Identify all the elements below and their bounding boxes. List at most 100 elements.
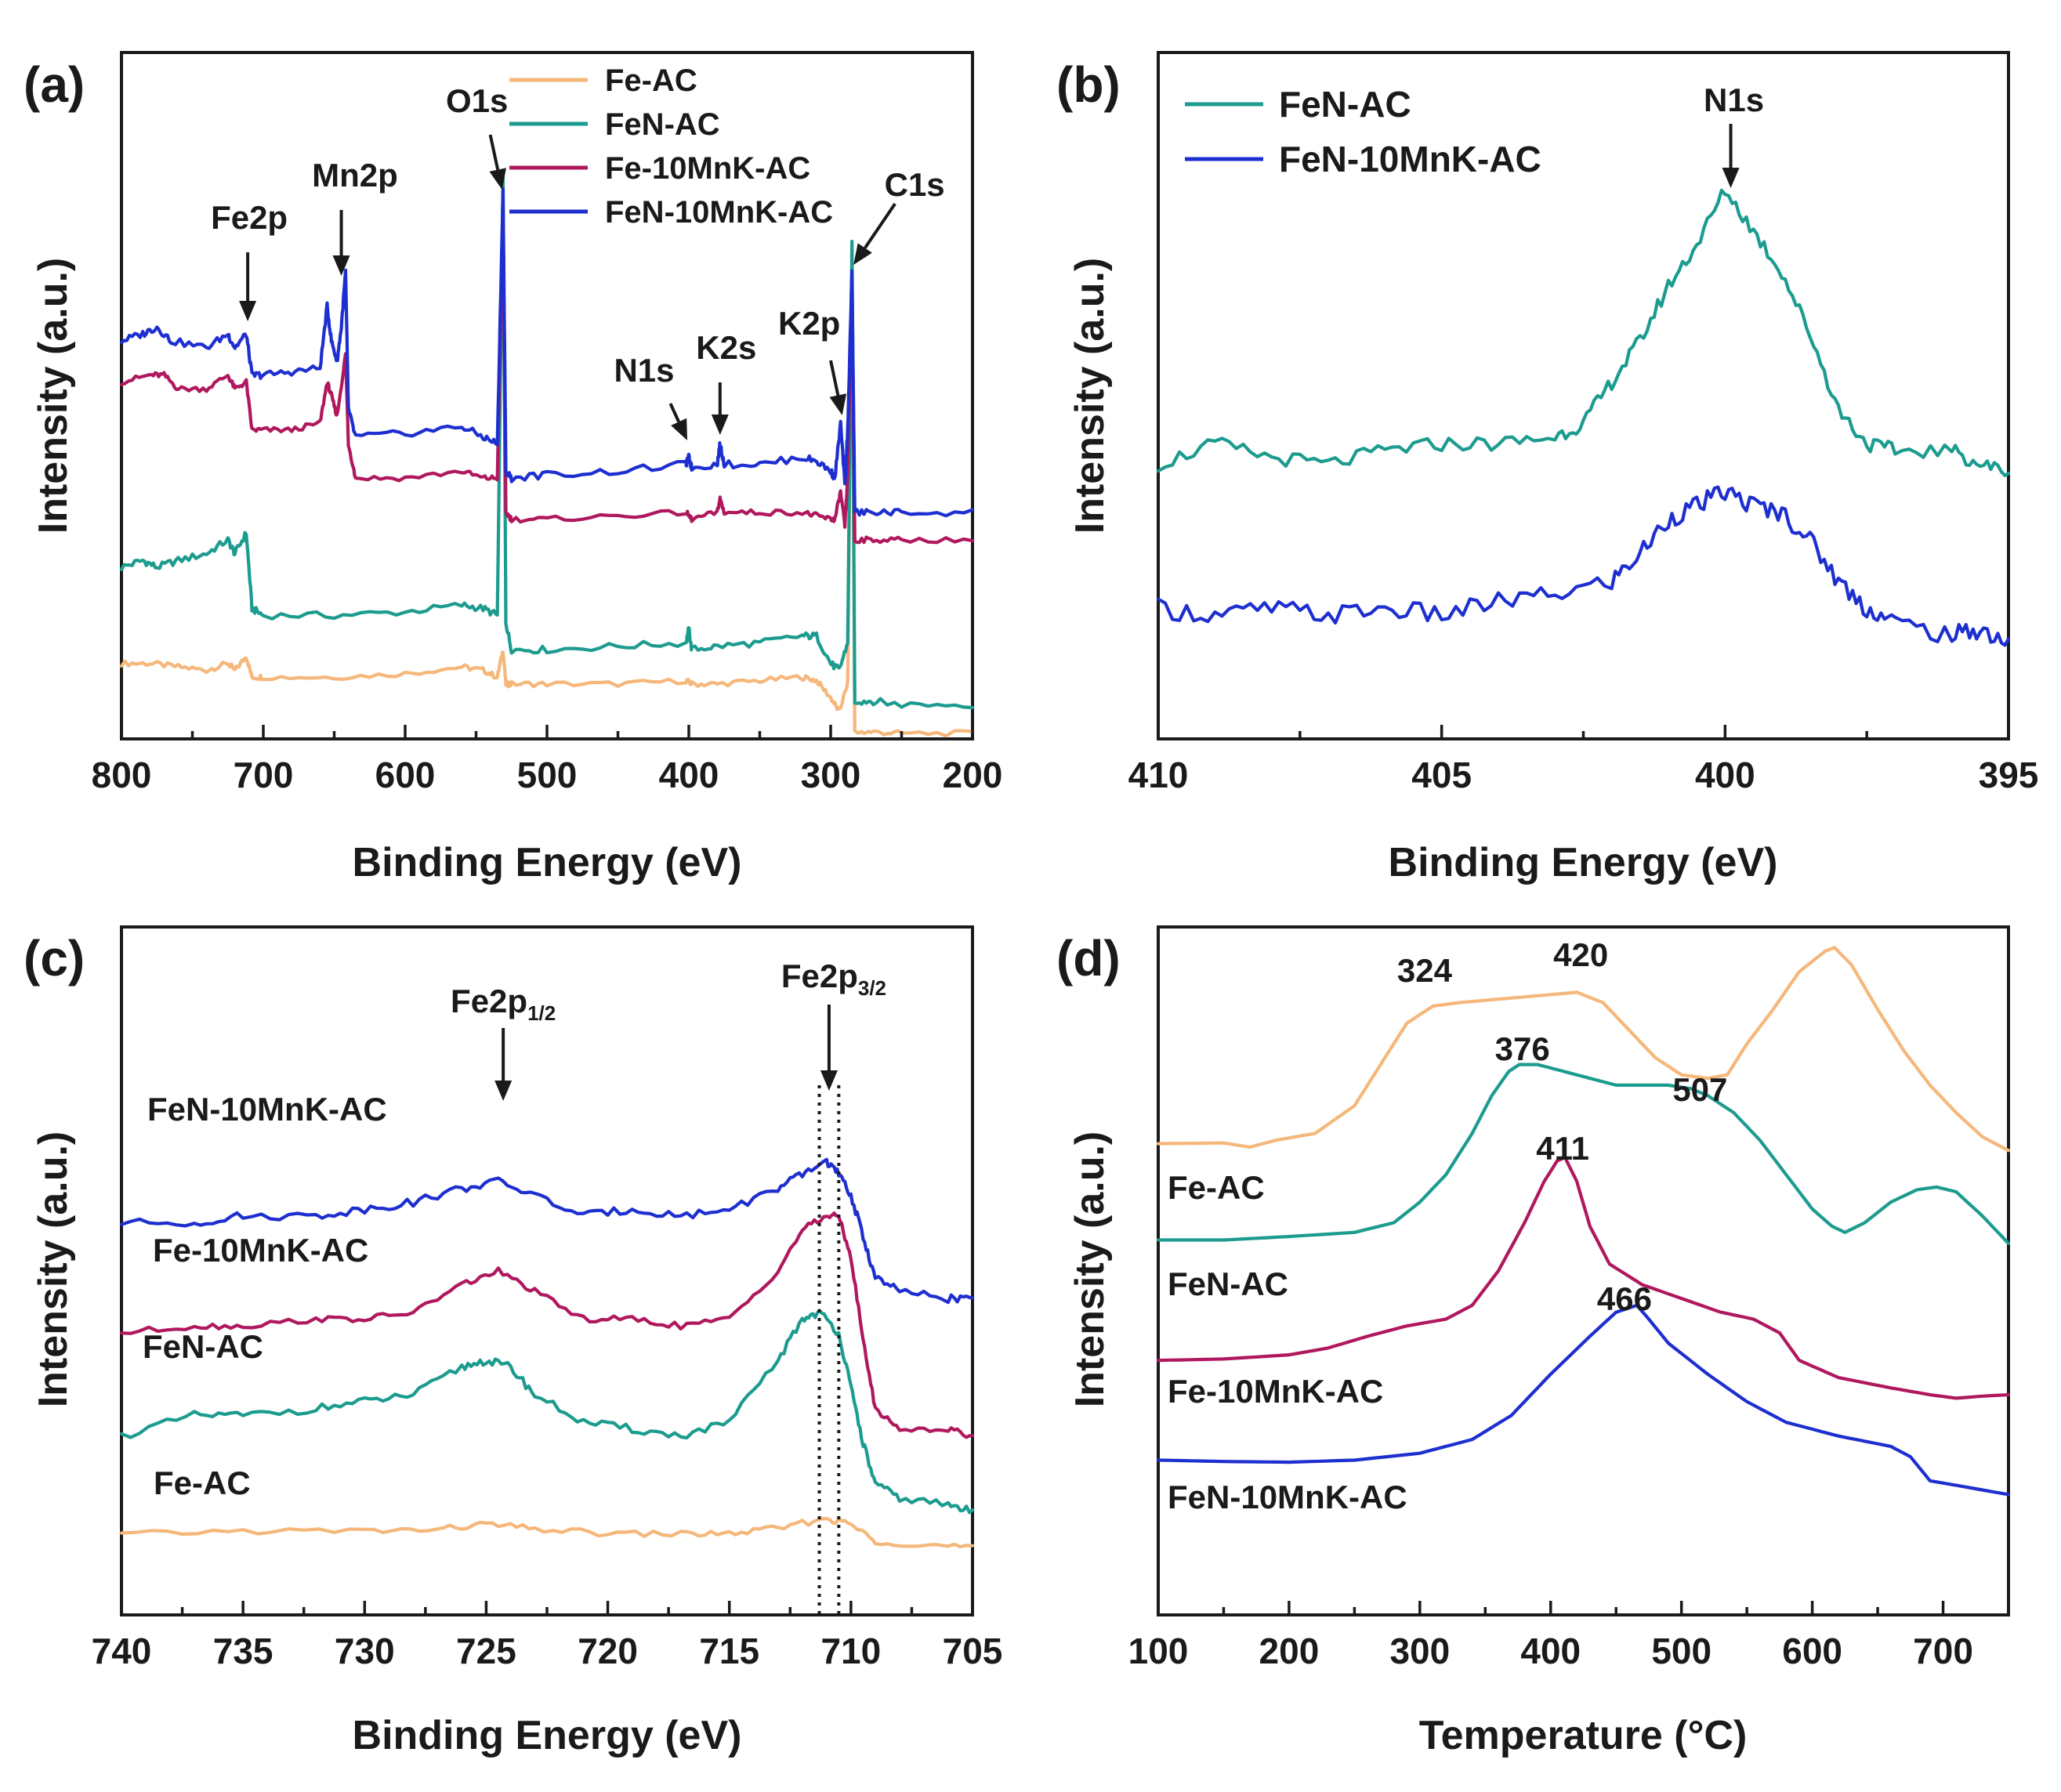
series-fen-ac <box>1156 188 2011 477</box>
y-axis-title: Intensity (a.u.) <box>31 1131 76 1407</box>
x-tick-label: 405 <box>1411 755 1472 795</box>
series-fen-10mnk-ac <box>1156 1303 2011 1497</box>
x-tick-label: 700 <box>234 755 294 795</box>
legend-label: FeN-10MnK-AC <box>605 195 833 230</box>
legend-label: Fe-10MnK-AC <box>605 151 810 186</box>
plot-frame <box>120 925 974 1616</box>
peak-temp-324: 324 <box>1397 952 1453 989</box>
x-axis-title: Binding Energy (eV) <box>353 840 742 885</box>
x-axis-title: Binding Energy (eV) <box>1389 840 1778 885</box>
legend-item-fe-ac: Fe-AC <box>509 63 697 98</box>
series-fen-10mnk-ac <box>119 1157 975 1305</box>
legend-item-fen-ac: FeN-AC <box>509 107 720 142</box>
series-group <box>119 176 975 738</box>
peak-temp-466: 466 <box>1597 1280 1652 1317</box>
series-label-fe-10mnk-ac: Fe-10MnK-AC <box>1168 1373 1383 1410</box>
series-group <box>119 1157 975 1548</box>
series-labels: Fe-AC FeN-AC Fe-10MnK-AC FeN-10MnK-AC <box>1168 1169 1407 1515</box>
x-tick-label: 700 <box>1913 1631 1973 1671</box>
series-fe-ac <box>119 256 975 738</box>
x-tick-label: 200 <box>1259 1631 1320 1671</box>
peak-temp-507: 507 <box>1672 1071 1727 1108</box>
series-fen-10mnk-ac <box>119 187 975 518</box>
panel-d: 100 200 300 400 500 600 700 324 420 376 507 411 466… <box>1056 925 2011 1758</box>
series-label-fen-ac: FeN-AC <box>143 1328 263 1365</box>
legend-label: Fe-AC <box>605 63 697 98</box>
x-axis: 410 405 400 395 <box>1128 725 2039 795</box>
legend: Fe-AC FeN-AC Fe-10MnK-AC FeN-10MnK-AC <box>509 63 833 230</box>
panel-label: (d) <box>1056 930 1121 987</box>
panel-label: (a) <box>24 56 85 113</box>
peak-temp-411: 411 <box>1536 1130 1589 1167</box>
peak-label-k2p: K2p <box>778 305 840 342</box>
x-tick-label: 100 <box>1128 1631 1189 1671</box>
series-fen-ac <box>119 176 975 710</box>
peak-label-mn2p: Mn2p <box>312 157 398 194</box>
series-group <box>1156 946 2011 1497</box>
x-tick-label: 300 <box>1389 1631 1450 1671</box>
panel-a: 800 700 600 500 400 300 200 Fe2p Mn2p O1s N1s K2s K… <box>24 51 1003 885</box>
peak-label-n1s: N1s <box>1704 81 1764 118</box>
series-fen-ac <box>1156 1063 2011 1245</box>
legend-label: FeN-10MnK-AC <box>1279 139 1541 179</box>
peak-arrow-mn2p <box>332 210 350 276</box>
x-tick-label: 800 <box>92 755 152 795</box>
x-tick-label: 740 <box>92 1631 152 1671</box>
legend-item-fen-10mnk-ac: FeN-10MnK-AC <box>509 195 833 230</box>
x-tick-label: 735 <box>213 1631 273 1671</box>
x-tick-label: 730 <box>335 1631 395 1671</box>
peak-arrow-n1s <box>1722 124 1740 188</box>
peak-temp-376: 376 <box>1495 1030 1550 1067</box>
peak-arrow-fe2p-1-2 <box>494 1028 513 1101</box>
series-label-fen-10mnk-ac: FeN-10MnK-AC <box>1168 1479 1407 1515</box>
panel-label: (c) <box>24 930 85 987</box>
panel-c: 740 735 730 725 720 715 710 705 Fe2p1/2Fe2p3/2 … <box>24 925 1002 1758</box>
series-fe-ac <box>119 1516 975 1548</box>
series-fen-ac <box>119 1309 975 1515</box>
x-axis-title: Binding Energy (eV) <box>353 1713 742 1758</box>
series-fe-10mnk-ac <box>1156 1156 2011 1400</box>
x-axis-title: Temperature (°C) <box>1419 1713 1748 1758</box>
peak-label-n1s: N1s <box>614 352 674 389</box>
peak-label-fe2p-3-2: Fe2p3/2 <box>781 958 886 1000</box>
x-tick-label: 500 <box>1651 1631 1711 1671</box>
peak-annotations: N1s <box>1704 81 1764 188</box>
peak-arrow-n1s <box>668 403 687 440</box>
peak-annotations: Fe2p1/2 Fe2p3/2 <box>451 958 886 1615</box>
legend: FeN-AC FeN-10MnK-AC <box>1185 84 1541 179</box>
x-axis: 740 735 730 725 720 715 710 705 <box>92 1601 1002 1671</box>
legend-item-fen-10mnk-ac: FeN-10MnK-AC <box>1185 139 1541 179</box>
peak-arrow-c1s <box>853 202 896 265</box>
panel-label: (b) <box>1056 56 1121 113</box>
legend-label: FeN-AC <box>605 107 720 142</box>
peak-annotations: 324 420 376 507 411 466 <box>1397 936 1728 1317</box>
plot-frame <box>1157 925 2010 1616</box>
x-tick-label: 200 <box>943 755 1003 795</box>
series-labels: FeN-10MnK-AC Fe-10MnK-AC FeN-AC Fe-AC <box>143 1091 387 1501</box>
x-tick-label: 500 <box>517 755 578 795</box>
peak-label-fe2p: Fe2p <box>211 199 288 236</box>
series-label-fe-10mnk-ac: Fe-10MnK-AC <box>153 1232 368 1269</box>
y-axis-title: Intensity (a.u.) <box>1067 1131 1113 1407</box>
peak-temp-420: 420 <box>1553 936 1608 973</box>
x-tick-label: 410 <box>1128 755 1189 795</box>
peak-label-c1s: C1s <box>885 166 945 203</box>
series-fen-10mnk-ac <box>1156 485 2011 647</box>
peak-label-k2s: K2s <box>696 329 756 366</box>
legend-label: FeN-AC <box>1279 84 1411 125</box>
peak-label-fe2p-1-2: Fe2p1/2 <box>451 983 556 1025</box>
series-fe-ac <box>1156 946 2011 1153</box>
legend-item-fen-ac: FeN-AC <box>1185 84 1411 125</box>
y-axis-title: Intensity (a.u.) <box>1067 258 1113 534</box>
x-tick-label: 710 <box>820 1631 881 1671</box>
series-label-fe-ac: Fe-AC <box>1168 1169 1265 1206</box>
series-label-fen-ac: FeN-AC <box>1168 1265 1288 1302</box>
x-tick-label: 400 <box>1695 755 1755 795</box>
y-axis-title: Intensity (a.u.) <box>31 258 76 534</box>
x-tick-label: 395 <box>1979 755 2039 795</box>
x-tick-label: 715 <box>699 1631 759 1671</box>
peak-arrow-k2s <box>711 382 729 435</box>
x-tick-label: 300 <box>801 755 861 795</box>
